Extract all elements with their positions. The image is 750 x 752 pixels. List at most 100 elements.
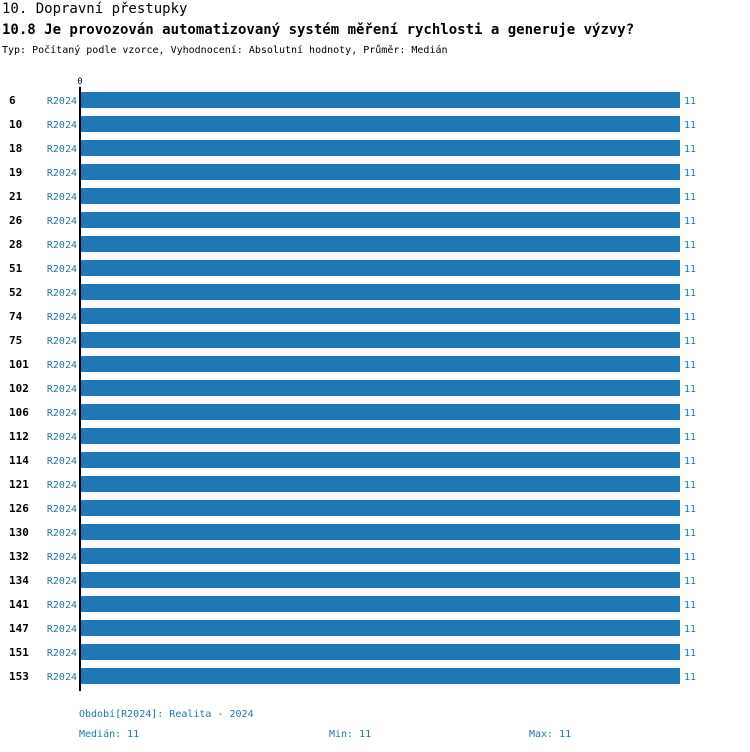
bar xyxy=(81,428,680,444)
category-label: 130 xyxy=(9,526,29,539)
question-title: 10.8 Je provozován automatizovaný systém… xyxy=(2,22,635,38)
series-label: R2024 xyxy=(47,624,77,635)
data-label: 11 xyxy=(684,624,696,635)
data-label: 11 xyxy=(684,408,696,419)
data-label: 11 xyxy=(684,312,696,323)
summary-min: Min: 11 xyxy=(329,729,372,740)
series-label: R2024 xyxy=(47,480,77,491)
bar xyxy=(81,572,680,588)
bar xyxy=(81,236,680,252)
series-label: R2024 xyxy=(47,552,77,563)
data-label: 11 xyxy=(684,336,696,347)
bar xyxy=(81,212,680,228)
data-label: 11 xyxy=(684,168,696,179)
series-label: R2024 xyxy=(47,216,77,227)
data-label: 11 xyxy=(684,528,696,539)
series-label: R2024 xyxy=(47,504,77,515)
bar xyxy=(81,452,680,468)
category-label: 153 xyxy=(9,670,29,683)
category-label: 52 xyxy=(9,286,22,299)
chart-meta-info: Typ: Počítaný podle vzorce, Vyhodnocení:… xyxy=(2,45,448,56)
category-label: 132 xyxy=(9,550,29,563)
series-label: R2024 xyxy=(47,360,77,371)
series-label: R2024 xyxy=(47,336,77,347)
bar xyxy=(81,404,680,420)
page-title: 10. Dopravní přestupky xyxy=(2,1,188,17)
series-label: R2024 xyxy=(47,192,77,203)
category-label: 106 xyxy=(9,406,29,419)
category-label: 126 xyxy=(9,502,29,515)
category-label: 19 xyxy=(9,166,22,179)
data-label: 11 xyxy=(684,600,696,611)
series-label: R2024 xyxy=(47,672,77,683)
bar xyxy=(81,140,680,156)
data-label: 11 xyxy=(684,120,696,131)
bar xyxy=(81,260,680,276)
data-label: 11 xyxy=(684,576,696,587)
series-label: R2024 xyxy=(47,120,77,131)
data-label: 11 xyxy=(684,360,696,371)
bar xyxy=(81,620,680,636)
data-label: 11 xyxy=(684,648,696,659)
bar xyxy=(81,500,680,516)
summary-max: Max: 11 xyxy=(529,729,572,740)
category-label: 51 xyxy=(9,262,23,275)
series-label: R2024 xyxy=(47,288,77,299)
summary-median: Medián: 11 xyxy=(79,729,140,740)
category-label: 112 xyxy=(9,430,29,443)
category-label: 141 xyxy=(9,598,29,611)
bar xyxy=(81,356,680,372)
category-label: 102 xyxy=(9,382,29,395)
category-label: 101 xyxy=(9,358,29,371)
category-label: 6 xyxy=(9,94,16,107)
category-label: 74 xyxy=(9,310,23,323)
series-label: R2024 xyxy=(47,240,77,251)
series-label: R2024 xyxy=(47,96,77,107)
bar xyxy=(81,596,680,612)
category-label: 18 xyxy=(9,142,22,155)
bar xyxy=(81,644,680,660)
series-label: R2024 xyxy=(47,456,77,467)
data-label: 11 xyxy=(684,672,696,683)
category-label: 121 xyxy=(9,478,29,491)
series-label: R2024 xyxy=(47,168,77,179)
legend-period: Období[R2024]: Realita - 2024 xyxy=(79,709,254,720)
category-label: 134 xyxy=(9,574,29,587)
category-label: 10 xyxy=(9,118,22,131)
data-label: 11 xyxy=(684,432,696,443)
bar-chart: 0 6 R2024 11 10 R2024 11 18 R2024 11 19 R2024 11 21 R2… xyxy=(9,77,696,691)
data-label: 11 xyxy=(684,264,696,275)
series-label: R2024 xyxy=(47,264,77,275)
bar xyxy=(81,380,680,396)
category-label: 26 xyxy=(9,214,23,227)
bar xyxy=(81,548,680,564)
category-label: 114 xyxy=(9,454,29,467)
bar xyxy=(81,188,680,204)
series-label: R2024 xyxy=(47,600,77,611)
data-label: 11 xyxy=(684,192,696,203)
category-label: 151 xyxy=(9,646,29,659)
category-label: 28 xyxy=(9,238,22,251)
series-label: R2024 xyxy=(47,576,77,587)
data-label: 11 xyxy=(684,216,696,227)
bar xyxy=(81,284,680,300)
series-label: R2024 xyxy=(47,312,77,323)
bar xyxy=(81,116,680,132)
series-label: R2024 xyxy=(47,648,77,659)
bar xyxy=(81,332,680,348)
series-label: R2024 xyxy=(47,528,77,539)
data-label: 11 xyxy=(684,384,696,395)
bar xyxy=(81,476,680,492)
data-label: 11 xyxy=(684,144,696,155)
bar xyxy=(81,92,680,108)
category-label: 147 xyxy=(9,622,29,635)
data-label: 11 xyxy=(684,504,696,515)
bar xyxy=(81,524,680,540)
data-label: 11 xyxy=(684,480,696,491)
series-label: R2024 xyxy=(47,408,77,419)
category-label: 21 xyxy=(9,190,23,203)
x-tick-label: 0 xyxy=(77,77,82,87)
series-label: R2024 xyxy=(47,384,77,395)
series-label: R2024 xyxy=(47,432,77,443)
data-label: 11 xyxy=(684,96,696,107)
